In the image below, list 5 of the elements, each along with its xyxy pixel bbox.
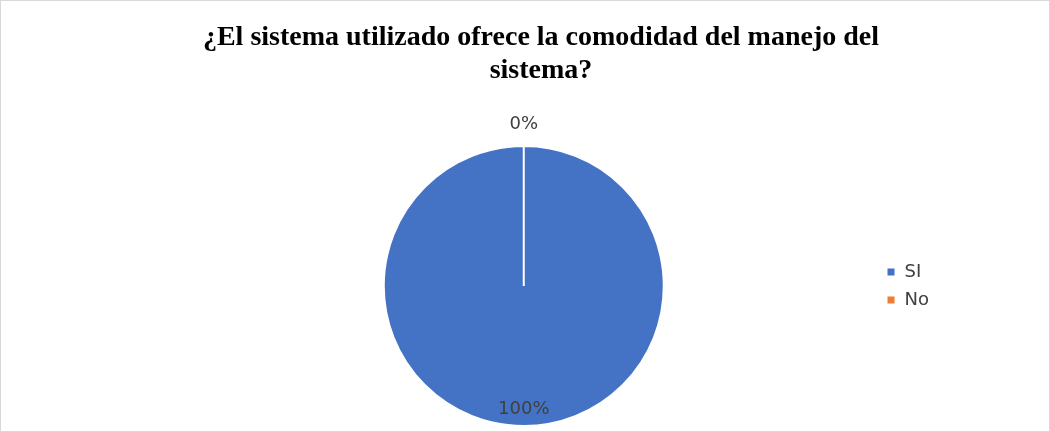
legend-label: SI xyxy=(904,259,922,281)
legend-label: No xyxy=(904,287,930,309)
text: 0% xyxy=(509,111,539,133)
chart-title: ¿El sistema utilizado ofrece la comodidad del manejo del sistema? xyxy=(201,19,881,85)
data-label: 100% xyxy=(498,396,550,418)
